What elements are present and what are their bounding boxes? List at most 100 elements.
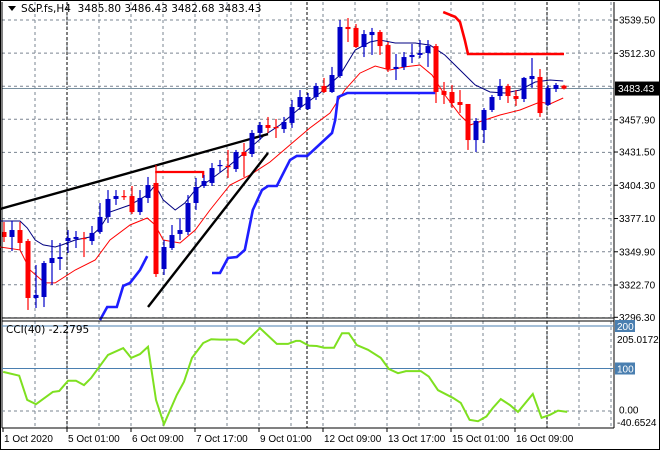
candle	[121, 190, 127, 200]
cci-level-box	[615, 362, 635, 375]
candle-body	[561, 85, 567, 89]
candle	[105, 190, 111, 223]
candle-body	[425, 46, 431, 54]
cci-zero-label: 0.00	[619, 406, 639, 417]
candle	[201, 175, 207, 188]
current-price-box	[615, 81, 659, 96]
candle	[417, 40, 423, 59]
candle-body	[321, 86, 327, 93]
candle-body	[249, 132, 255, 154]
time-tick-label: 16 Oct 09:00	[516, 434, 574, 445]
price-tick-label: 3457.90	[619, 115, 656, 126]
candle	[193, 177, 199, 210]
candle-body	[41, 263, 47, 298]
candle-body	[417, 53, 423, 55]
candle	[209, 163, 215, 187]
candle-body	[121, 196, 127, 198]
time-tick-label: 6 Oct 09:00	[132, 434, 184, 445]
resistance-stop-line	[442, 10, 564, 56]
price-tick-label: 3404.30	[619, 181, 656, 192]
candle	[449, 85, 455, 109]
candle-body	[433, 46, 439, 93]
current-price-label: 3483.43	[618, 84, 655, 95]
candle-body	[353, 27, 359, 48]
time-tick-label: 9 Oct 01:00	[260, 434, 312, 445]
candle	[281, 116, 287, 133]
cci-level-box	[615, 320, 635, 332]
candle	[361, 30, 367, 58]
cci-value: -2.2795	[48, 324, 90, 336]
candle	[289, 99, 295, 128]
candle	[513, 90, 519, 106]
candle-body	[73, 236, 79, 239]
candle-body	[241, 152, 247, 156]
candle	[521, 76, 527, 103]
candle-body	[313, 86, 319, 98]
candle	[329, 66, 335, 93]
candle	[17, 221, 23, 250]
candle-body	[361, 34, 367, 48]
candle	[177, 218, 183, 241]
candle	[385, 42, 391, 72]
candle-body	[225, 165, 231, 168]
cci-level-label: 100	[617, 365, 634, 376]
candle	[113, 190, 119, 205]
candle-body	[233, 152, 239, 170]
candle	[161, 240, 167, 276]
candle-body	[513, 96, 519, 99]
candle-body	[481, 109, 487, 131]
trendline	[0, 132, 269, 211]
candle-body	[273, 126, 279, 129]
candle-body	[441, 91, 447, 95]
candle-body	[201, 180, 207, 187]
candle-body	[153, 182, 159, 275]
candle	[1, 221, 7, 242]
cci-level-label: 200	[617, 322, 634, 333]
low-value: 3482.68	[171, 3, 215, 15]
time-tick-label: 7 Oct 17:00	[196, 434, 248, 445]
candle	[401, 52, 407, 70]
dropdown-triangle-icon[interactable]	[8, 6, 16, 11]
candle-body	[281, 121, 287, 130]
symbol-label: S&P.fs,H4	[21, 3, 71, 15]
candle-body	[473, 120, 479, 141]
time-tick-label: 15 Oct 01:00	[452, 434, 510, 445]
candle	[441, 81, 447, 104]
price-tick-label: 3512.30	[619, 49, 656, 60]
candle-body	[457, 102, 463, 105]
candle	[497, 79, 503, 100]
candle	[353, 24, 359, 48]
candle	[345, 18, 351, 43]
candle-body	[409, 54, 415, 58]
candle	[489, 94, 495, 113]
candle-body	[193, 186, 199, 204]
candle	[57, 242, 63, 270]
candle	[465, 103, 471, 150]
candle	[185, 195, 191, 236]
candle-body	[97, 216, 103, 232]
cci-header: CCI(40) -2.2795	[6, 324, 89, 336]
candle	[561, 84, 567, 90]
candle-body	[385, 45, 391, 70]
candle	[369, 27, 375, 55]
candle-body	[465, 103, 471, 141]
candle-body	[449, 92, 455, 104]
candle-body	[377, 31, 383, 47]
candle	[249, 130, 255, 158]
candle-body	[401, 57, 407, 67]
chart-header: S&P.fs,H4 3485.80 3486.43 3482.68 3483.4…	[8, 3, 261, 15]
time-tick-label: 1 Oct 2020	[4, 434, 53, 445]
candle	[49, 240, 55, 286]
price-tick-label: 3296.30	[619, 313, 656, 324]
cci-max-label: 205.0172	[617, 335, 659, 346]
time-tick-label: 13 Oct 17:00	[388, 434, 446, 445]
candle	[473, 118, 479, 153]
candle	[481, 108, 487, 143]
candle-body	[185, 203, 191, 232]
candle-body	[33, 294, 39, 298]
candle-body	[305, 97, 311, 109]
candle-body	[9, 230, 15, 237]
candle	[41, 260, 47, 308]
